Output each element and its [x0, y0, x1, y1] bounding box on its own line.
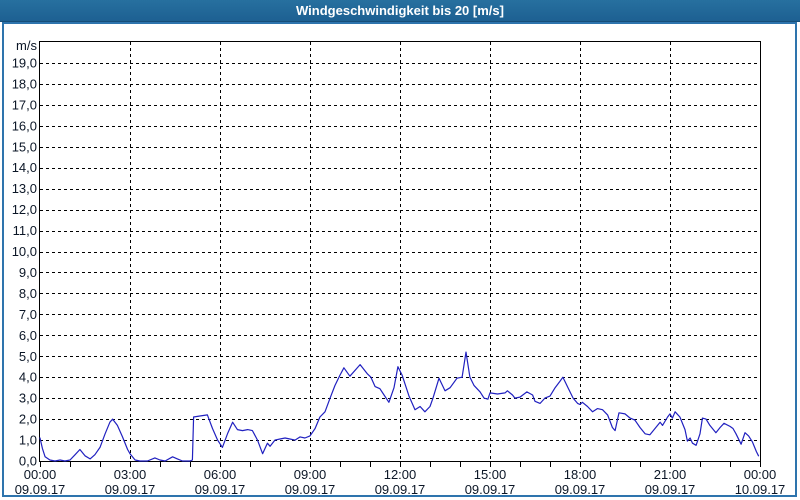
x-date-label: 09.09.17: [465, 482, 516, 497]
x-time-label: 03:00: [114, 467, 147, 482]
y-tick-label: 13,0: [12, 181, 37, 196]
x-time-label: 00:00: [24, 467, 57, 482]
x-time-label: 18:00: [564, 467, 597, 482]
y-tick-label: 4,0: [19, 370, 37, 385]
chart-panel: [2, 22, 797, 497]
window-title: Windgeschwindigkeit bis 20 [m/s]: [296, 3, 504, 18]
y-tick-label: 2,0: [19, 412, 37, 427]
x-time-label: 09:00: [294, 467, 327, 482]
y-tick-label: 5,0: [19, 349, 37, 364]
y-tick-label: 3,0: [19, 391, 37, 406]
x-date-label: 09.09.17: [195, 482, 246, 497]
axis-ticks: [40, 462, 761, 467]
y-tick-label: 12,0: [12, 202, 37, 217]
plot-border: [39, 41, 761, 462]
x-time-label: 12:00: [384, 467, 417, 482]
y-tick-label: 7,0: [19, 307, 37, 322]
y-tick-label: 18,0: [12, 76, 37, 91]
y-tick-label: 6,0: [19, 328, 37, 343]
x-gridlines: [130, 42, 671, 461]
y-tick-label: 1,0: [19, 433, 37, 448]
y-axis-unit-label: m/s: [16, 38, 37, 53]
wind-speed-series-line: [39, 351, 760, 462]
x-date-label: 09.09.17: [555, 482, 606, 497]
x-time-label: 06:00: [204, 467, 237, 482]
y-tick-label: 16,0: [12, 118, 37, 133]
x-date-label: 09.09.17: [105, 482, 156, 497]
y-tick-label: 17,0: [12, 97, 37, 112]
x-time-label: 00:00: [744, 467, 777, 482]
window-titlebar[interactable]: Windgeschwindigkeit bis 20 [m/s]: [0, 0, 800, 22]
y-tick-label: 19,0: [12, 55, 37, 70]
y-tick-label: 10,0: [12, 244, 37, 259]
x-time-label: 15:00: [474, 467, 507, 482]
y-axis-labels: m/s 0,0 1,0 2,0 3,0 4,0 5,0 6,0 7,0 8,0 9,0 10,0 11,…: [12, 38, 38, 469]
y-tick-label: 15,0: [12, 139, 37, 154]
y-tick-label: 14,0: [12, 160, 37, 175]
x-date-label: 09.09.17: [15, 482, 66, 497]
x-date-label: 09.09.17: [285, 482, 336, 497]
y-tick-label: 11,0: [13, 223, 37, 238]
x-date-label: 10.09.17: [735, 482, 786, 497]
x-axis-labels: 00:0009.09.1703:0009.09.1706:0009.09.170…: [15, 467, 786, 497]
y-tick-label: 0,0: [19, 454, 37, 469]
x-date-label: 09.09.17: [375, 482, 426, 497]
x-time-label: 21:00: [654, 467, 687, 482]
y-tick-label: 8,0: [19, 286, 37, 301]
x-date-label: 09.09.17: [645, 482, 696, 497]
y-tick-label: 9,0: [19, 265, 37, 280]
